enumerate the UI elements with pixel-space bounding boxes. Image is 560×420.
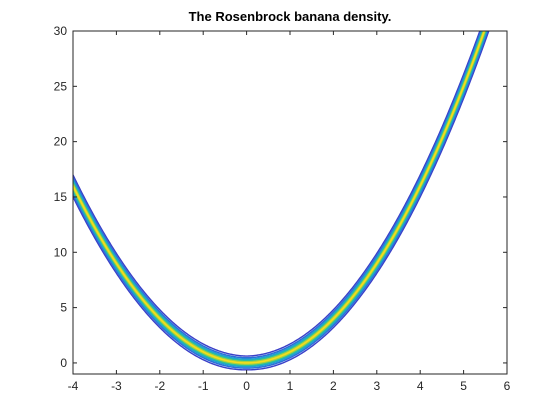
contour-line-0 <box>73 31 490 371</box>
chart-title: The Rosenbrock banana density. <box>189 9 392 24</box>
x-tick-label: 3 <box>373 379 380 393</box>
x-tick-label: 1 <box>287 379 294 393</box>
contour-line-10 <box>73 31 486 364</box>
contour-line-4 <box>73 31 488 368</box>
x-tick-label: -1 <box>198 379 209 393</box>
x-tick-label: 2 <box>330 379 337 393</box>
x-tick-label: 0 <box>243 379 250 393</box>
contour-line-2 <box>73 31 489 369</box>
plot-area <box>72 30 508 375</box>
plot-frame <box>72 30 508 375</box>
y-tick-label: 15 <box>54 190 68 204</box>
y-tick-label: 25 <box>54 79 68 93</box>
x-tick-label: -3 <box>111 379 122 393</box>
y-tick-label: 10 <box>54 245 68 259</box>
x-tick-label: 6 <box>504 379 511 393</box>
x-tick-label: -4 <box>68 379 79 393</box>
x-tick-label: 4 <box>417 379 424 393</box>
contour-line-3 <box>73 31 482 359</box>
x-tick-label: -2 <box>154 379 165 393</box>
x-tick-label: 5 <box>460 379 467 393</box>
y-tick-label: 0 <box>60 356 67 370</box>
y-tick-label: 5 <box>60 301 67 315</box>
contour-line-1 <box>73 31 481 357</box>
contour-line-5 <box>73 31 483 361</box>
y-axis: 0 5 10 15 20 25 30 <box>54 24 507 370</box>
y-tick-label: 20 <box>54 135 68 149</box>
y-tick-label: 30 <box>54 24 68 38</box>
contour-lines <box>73 31 490 371</box>
